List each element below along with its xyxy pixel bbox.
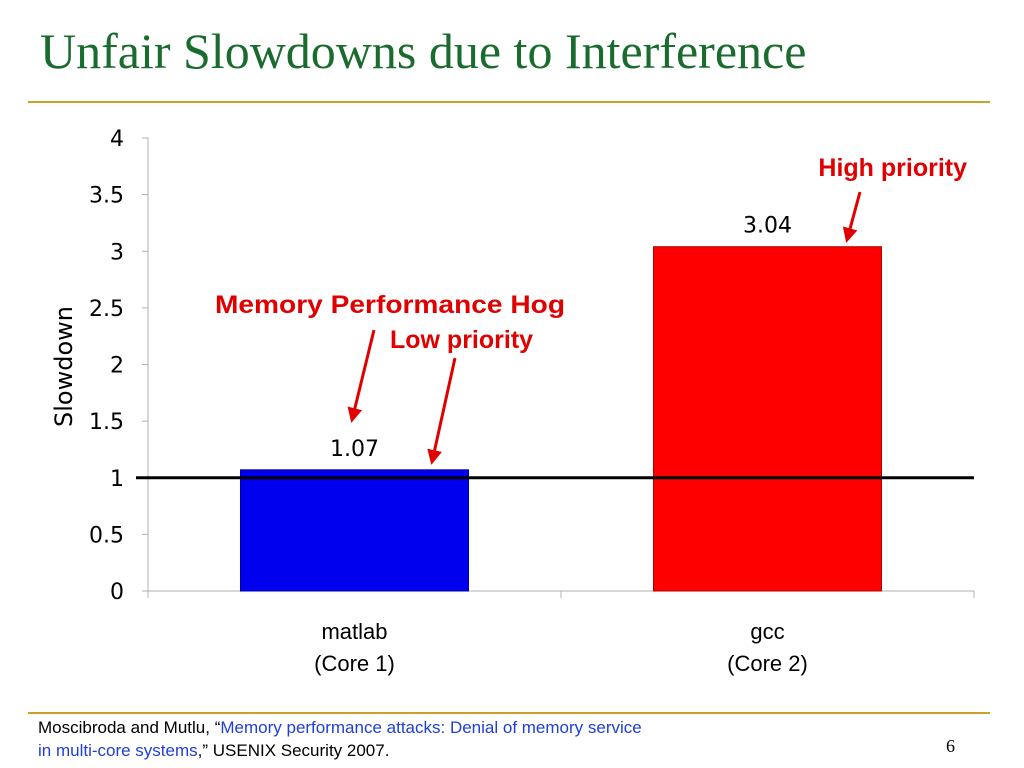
citation: Moscibroda and Mutlu, “Memory performanc… (38, 716, 838, 762)
y-tick-label: 0.5 (89, 523, 124, 548)
arrow-high-priority (842, 191, 862, 243)
chart-bars: 1.07 3.04 (136, 214, 974, 592)
citation-paper-title-line2: in multi-core systems (38, 741, 198, 760)
bar-1 (653, 246, 882, 592)
y-tick-label: 3 (110, 240, 124, 265)
y-tick-label: 2 (110, 354, 124, 379)
annotation-high-priority: High priority (818, 154, 967, 182)
y-tick-label: 1 (110, 467, 124, 492)
page-number: 6 (946, 736, 955, 756)
data-label-1: 3.04 (743, 214, 792, 239)
annotation-memory-hog: Memory Performance Hog (215, 291, 565, 319)
slowdown-bar-chart: 0 0.5 1 1.5 2 2.5 3 3.5 4 Slowdown matlab (Core 1) g… (50, 127, 975, 676)
arrow-low-priority (427, 357, 457, 465)
y-tick-label: 2.5 (89, 297, 124, 322)
y-tick-label: 4 (110, 127, 124, 152)
citation-authors: Moscibroda and Mutlu, (38, 718, 215, 737)
title-divider (28, 101, 990, 103)
bar-0 (240, 469, 469, 592)
y-tick-label: 1.5 (89, 410, 124, 435)
y-tick-label: 0 (110, 580, 124, 605)
x-category-label-1-1: (Core 2) (727, 651, 808, 676)
x-category-label-0-1: (Core 1) (314, 651, 395, 676)
arrow-memory-hog (347, 329, 376, 423)
slide-title: Unfair Slowdowns due to Interference (40, 23, 807, 79)
citation-close-quote: ,” (197, 741, 213, 760)
citation-venue: USENIX Security 2007. (212, 741, 390, 760)
data-label-0: 1.07 (330, 437, 379, 462)
footer-divider (28, 712, 990, 714)
citation-open-quote: “ (214, 718, 221, 737)
citation-paper-title-line1: Memory performance attacks: Denial of me… (220, 718, 642, 737)
x-category-label-1-0: gcc (750, 619, 784, 644)
annotation-low-priority: Low priority (390, 326, 533, 354)
y-tick-label: 3.5 (89, 184, 124, 209)
x-category-label-0-0: matlab (321, 619, 387, 644)
y-axis-title: Slowdown (50, 306, 78, 427)
annotation-hog-background (208, 288, 570, 322)
chart-annotations: High priority Memory Performance Hog Low p… (208, 154, 967, 465)
